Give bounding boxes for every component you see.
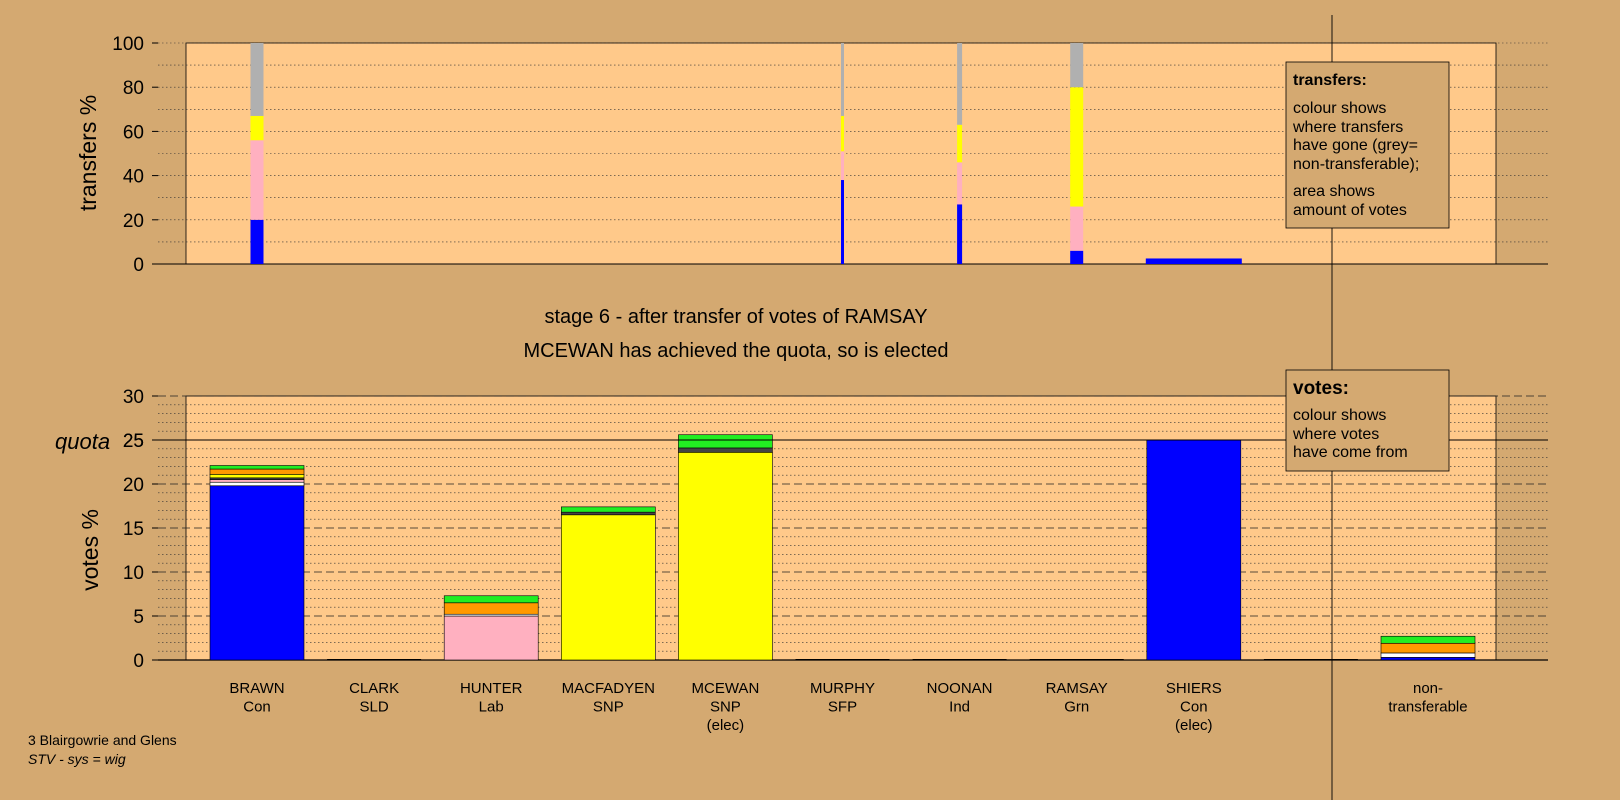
votes-legend-line: where votes [1292,426,1379,443]
candidate-party-label: SFP [828,699,857,716]
vote-segment-grn [209,465,305,470]
votes-tick-label: 15 [123,519,144,540]
candidate-elected-label: (elec) [707,717,745,734]
candidate-name-label: MACFADYEN [562,680,655,697]
transfers-tick-label: 0 [133,255,144,276]
vote-segment-sld [1380,652,1476,658]
votes-legend: votes: colour shows where votes have com… [1285,369,1450,472]
candidate-name-label: SHIERS [1166,680,1222,697]
votes-tick-label: 20 [123,475,144,496]
candidate-elected-label: (elec) [1175,717,1213,734]
status-heading: MCEWAN has achieved the quota, so is ele… [523,340,948,362]
transfer-segment-lab [841,151,844,181]
candidate-name-label: CLARK [349,680,399,697]
candidate-party-label: Grn [1064,699,1089,716]
candidate-name-label: RAMSAY [1046,680,1108,697]
votes-tick-label: 0 [133,651,144,672]
transfers-legend-box [1285,61,1450,229]
stage-heading: stage 6 - after transfer of votes of RAM… [544,306,927,328]
transfer-segment-nontransferable [957,43,963,125]
votes-tick-label: 25 [123,431,144,452]
vote-segment-grn [1380,635,1476,644]
candidate-party-label: SLD [360,699,389,716]
vote-segment-sld [209,481,305,487]
candidate-name-label: BRAWN [229,680,284,697]
vote-segment-lab [209,479,305,483]
transfers-tick-label: 20 [123,211,144,232]
transfer-segment-nontransferable [250,43,264,116]
transfers-tick-label: 40 [123,167,144,188]
votes-tick-label: 5 [133,607,144,628]
transfers-legend-title: transfers: [1293,72,1367,89]
transfers-legend: transfers: colour shows where transfers … [1285,61,1450,229]
transfer-segment-lab [1070,206,1084,251]
vote-segment-con [1380,657,1476,661]
transfer-segment-snp [841,115,844,152]
transfers-legend-line: have gone (grey= [1293,137,1418,154]
vote-segment-ind [560,511,656,516]
footer-system: STV - sys = wig [28,751,126,767]
candidate-party-label: Ind [949,699,970,716]
transfer-segment-snp [1070,87,1084,207]
vote-segment-sfp [209,468,305,475]
transfers-legend-line: where transfers [1292,119,1403,136]
candidate-name-label: HUNTER [460,680,523,697]
transfers-chart: 0 20 40 60 80 100 transfers % [75,34,1548,276]
vote-segment-con [1146,439,1242,661]
votes-tick-label: 10 [123,563,144,584]
vote-segment-ind [678,447,773,453]
vote-segment-snp [678,452,773,661]
transfer-segment-nontransferable [841,43,844,116]
candidate-party-label: Lab [479,699,504,716]
vote-segment-snp [209,474,305,479]
transfers-legend-line: non-transferable); [1293,156,1419,173]
transfers-legend-line: colour shows [1293,100,1386,117]
votes-legend-line: colour shows [1293,407,1386,424]
transfer-segment-con [957,204,963,264]
transfer-segment-con [841,180,844,264]
transfer-segment-lab [250,140,264,220]
transfers-legend-line: amount of votes [1293,202,1407,219]
transfers-tick-label: 100 [112,34,144,55]
candidate-name-label: NOONAN [927,680,993,697]
vote-segment-grn [560,506,656,513]
transfer-segment-snp [957,124,963,163]
candidate-name-label: MCEWAN [692,680,760,697]
candidate-name-label: MURPHY [810,680,875,697]
votes-legend-line: have come from [1293,444,1408,461]
candidate-party-label: Con [1180,699,1208,716]
candidate-party-label: Con [243,699,271,716]
vote-segment-con [209,485,305,661]
transfer-segment-con [1070,250,1084,264]
votes-tick-label: 30 [123,387,144,408]
transfer-segment-con [1145,258,1242,264]
transfer-segment-snp [250,115,264,141]
candidate-party-label: SNP [593,699,624,716]
candidate-name-label: non- [1413,680,1443,697]
votes-legend-box [1285,369,1450,472]
quota-tick-label: 25 [123,431,144,452]
transfers-tick-label: 60 [123,122,144,143]
transfer-segment-lab [957,162,963,205]
vote-segment-grn [678,434,773,449]
vote-segment-snp [560,514,656,661]
vote-segment-sfp [1380,642,1476,654]
votes-legend-title: votes: [1293,378,1349,399]
transfer-segment-con [250,219,264,264]
vote-segment-grn [443,595,539,604]
vote-segment-sfp [443,602,539,615]
footer-ward: 3 Blairgowrie and Glens [28,732,177,748]
transfer-segment-nontransferable [1070,43,1084,88]
vote-segment-lab [443,615,539,661]
candidate-party-label: SNP [710,699,741,716]
transfers-axis-label: transfers % [75,95,101,211]
candidate-party-label: transferable [1388,699,1467,716]
transfers-legend-line: area shows [1293,183,1375,200]
quota-label: quota [55,429,110,454]
votes-axis-label: votes % [77,509,103,591]
transfers-tick-label: 80 [123,78,144,99]
